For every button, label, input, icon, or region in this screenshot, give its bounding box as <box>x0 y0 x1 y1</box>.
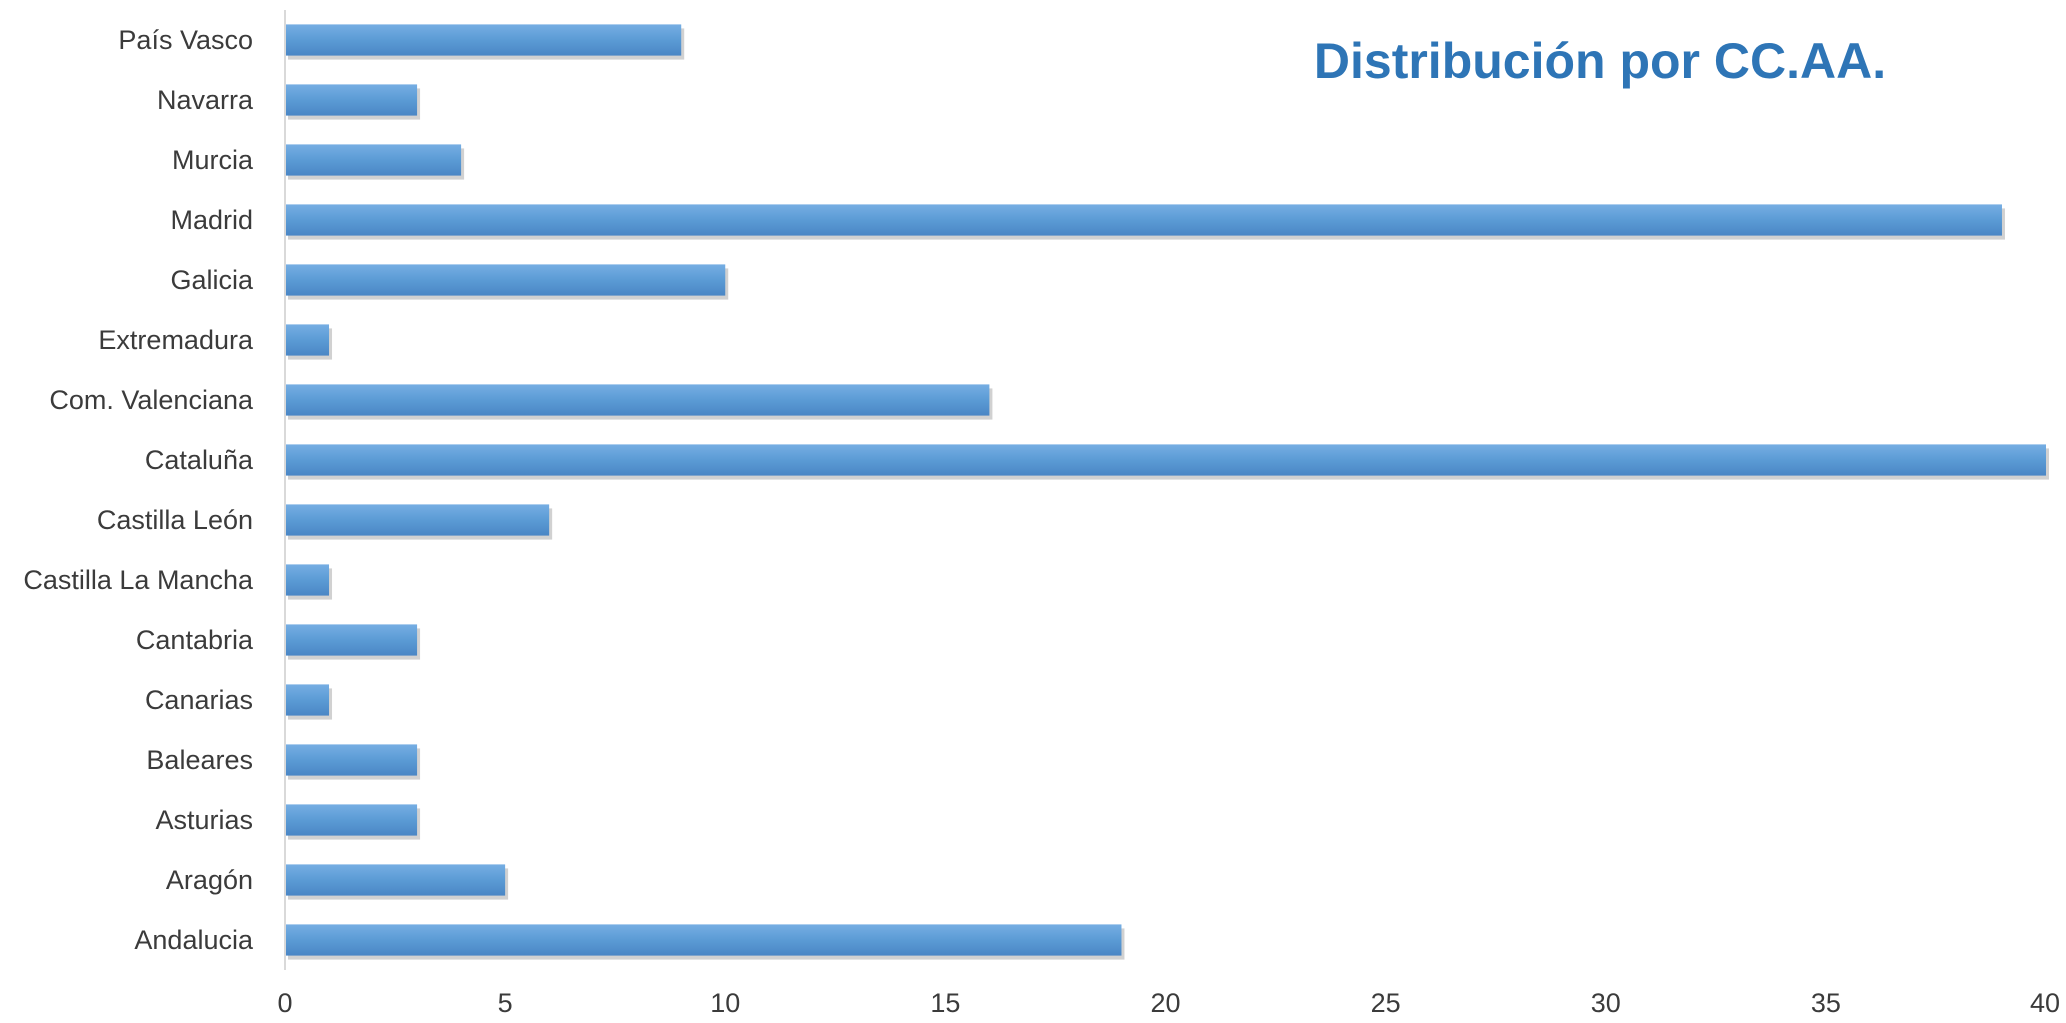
category-label-aragon: Aragón <box>166 865 253 895</box>
category-label-extremadura: Extremadura <box>98 325 254 355</box>
category-label-navarra: Navarra <box>157 85 254 115</box>
category-label-pais-vasco: País Vasco <box>118 25 253 55</box>
x-tick-label-15: 15 <box>930 988 960 1018</box>
bars-layer <box>285 24 2049 960</box>
category-label-castilla-la-mancha: Castilla La Mancha <box>23 565 254 595</box>
chart-title: Distribución por CC.AA. <box>1314 33 1886 89</box>
bar-asturias <box>285 804 418 836</box>
x-tick-label-10: 10 <box>710 988 740 1018</box>
category-labels: Andalucia Aragón Asturias Baleares Canarias C… <box>23 25 254 955</box>
category-label-baleares: Baleares <box>146 745 253 775</box>
bar-navarra <box>285 84 418 116</box>
bar-castilla-leon <box>285 504 550 536</box>
category-label-andalucia: Andalucia <box>134 925 254 955</box>
bar-cantabria <box>285 624 418 656</box>
bar-com-valenciana <box>285 384 990 416</box>
category-label-cataluna: Cataluña <box>145 445 254 475</box>
x-tick-labels: 0 5 10 15 20 25 30 35 40 <box>277 988 2060 1018</box>
x-tick-label-35: 35 <box>1811 988 1841 1018</box>
x-tick-label-40: 40 <box>2030 988 2060 1018</box>
category-label-madrid: Madrid <box>170 205 253 235</box>
bar-cataluna <box>285 444 2046 476</box>
bar-andalucia <box>285 924 1122 956</box>
category-label-castilla-leon: Castilla León <box>97 505 253 535</box>
bar-galicia <box>285 264 726 296</box>
x-tick-label-5: 5 <box>498 988 513 1018</box>
category-label-canarias: Canarias <box>145 685 253 715</box>
bar-aragon <box>285 864 506 896</box>
category-label-asturias: Asturias <box>155 805 253 835</box>
bar-canarias <box>285 684 330 716</box>
x-tick-label-25: 25 <box>1371 988 1401 1018</box>
bar-madrid <box>285 204 2002 236</box>
bar-pais-vasco <box>285 24 682 56</box>
x-tick-label-30: 30 <box>1591 988 1621 1018</box>
category-label-com-valenciana: Com. Valenciana <box>49 385 254 415</box>
category-label-murcia: Murcia <box>172 145 254 175</box>
category-label-galicia: Galicia <box>170 265 254 295</box>
x-tick-label-0: 0 <box>277 988 292 1018</box>
bar-murcia <box>285 144 462 176</box>
bar-extremadura <box>285 324 330 356</box>
bar-baleares <box>285 744 418 776</box>
category-label-cantabria: Cantabria <box>136 625 254 655</box>
x-tick-label-20: 20 <box>1150 988 1180 1018</box>
bar-castilla-la-mancha <box>285 564 330 596</box>
